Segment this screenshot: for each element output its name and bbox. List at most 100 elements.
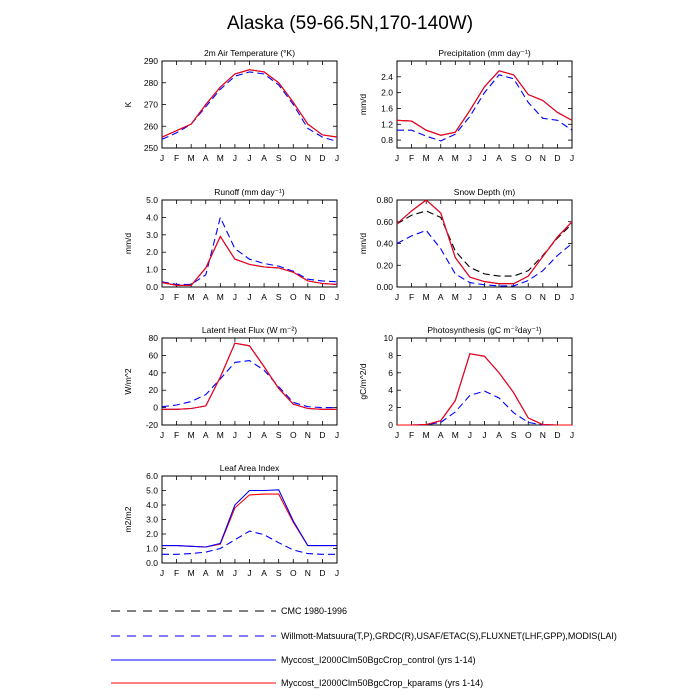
y-tick-label: 3.0 <box>146 230 158 240</box>
y-tick-label: 0.00 <box>376 282 393 292</box>
series-line-obs <box>161 71 338 143</box>
legend-item-cmc: CMC 1980-1996 <box>111 606 347 616</box>
series-line-control <box>162 489 337 548</box>
y-tick-label: 4 <box>388 385 393 395</box>
x-tick-label: F <box>409 292 414 302</box>
x-tick-label: J <box>335 430 339 440</box>
series-line-kparams <box>161 69 338 138</box>
x-tick-label: M <box>452 292 459 302</box>
main-title: Alaska (59-66.5N,170-140W) <box>227 13 473 34</box>
x-tick-label: F <box>174 430 179 440</box>
x-tick-label: S <box>276 292 282 302</box>
plot-frame <box>396 337 573 426</box>
series-line-control <box>162 342 337 410</box>
x-tick-label: A <box>496 430 502 440</box>
x-tick-label: J <box>335 153 339 163</box>
y-tick-label: -20 <box>146 420 159 430</box>
panel-title: Photosynthesis (gC m⁻²day⁻¹) <box>427 325 541 335</box>
x-tick-label: J <box>468 153 472 163</box>
y-tick-label: 1.2 <box>381 119 393 129</box>
panel-title: Runoff (mm day⁻¹) <box>214 187 285 197</box>
x-tick-label: F <box>174 292 179 302</box>
series-line-control <box>161 69 338 138</box>
y-tick-label: 8 <box>388 350 393 360</box>
x-tick-label: A <box>203 568 209 578</box>
panel-air-temp: 2m Air Temperature (°K) K 250 260 270 280 290 J… <box>123 48 339 163</box>
series-line-kparams <box>396 70 573 136</box>
legend-label: Myccost_I2000Clm50BgcCrop_control (yrs 1… <box>281 655 476 665</box>
x-tick-label: S <box>511 153 517 163</box>
y-tick-label: 2.0 <box>146 529 158 539</box>
x-tick-label: M <box>423 430 430 440</box>
x-tick-label: A <box>496 292 502 302</box>
x-tick-label: N <box>305 430 311 440</box>
x-tick-label: J <box>160 292 164 302</box>
series-line-obs <box>397 74 573 142</box>
panels: 2m Air Temperature (°K)K250260270280290J… <box>123 48 574 578</box>
legend-item-obs: Willmott-Matsuura(T,P),GRDC(R),USAF/ETAC… <box>111 631 617 641</box>
y-tick-label: 2 <box>388 403 393 413</box>
plot-frame <box>161 475 338 564</box>
y-tick-label: 6 <box>388 368 393 378</box>
legend-label: Willmott-Matsuura(T,P),GRDC(R),USAF/ETAC… <box>281 631 617 641</box>
x-tick-label: D <box>554 153 560 163</box>
series-line-cmc <box>396 210 573 277</box>
x-tick-label: J <box>233 430 237 440</box>
y-tick-label: 4.0 <box>146 500 158 510</box>
x-tick-label: J <box>482 292 486 302</box>
panel-runoff: Runoff (mm day⁻¹) mm/d 0.0 1.0 2.0 3.0 4.0 5.0 J… <box>123 187 339 302</box>
x-tick-label: M <box>217 430 224 440</box>
x-tick-label: J <box>335 292 339 302</box>
legend-label: CMC 1980-1996 <box>281 606 347 616</box>
x-tick-label: O <box>525 153 532 163</box>
y-tick-label: 290 <box>144 56 158 66</box>
y-tick-label: 5.0 <box>146 486 158 496</box>
x-tick-label: A <box>496 153 502 163</box>
x-tick-label: F <box>409 153 414 163</box>
x-tick-label: D <box>319 153 325 163</box>
x-tick-label: A <box>203 430 209 440</box>
x-tick-label: N <box>305 292 311 302</box>
x-tick-label: J <box>247 153 251 163</box>
y-axis-label: W/m^2 <box>123 368 133 394</box>
plot-frame <box>161 337 338 426</box>
y-tick-label: 5.0 <box>146 195 158 205</box>
panel-title: Leaf Area Index <box>220 463 280 473</box>
x-tick-label: J <box>160 430 164 440</box>
x-tick-label: J <box>233 153 237 163</box>
series-line-kparams <box>161 235 338 286</box>
x-tick-label: M <box>452 153 459 163</box>
x-tick-label: A <box>261 430 267 440</box>
legend: CMC 1980-1996 Willmott-Matsuura(T,P),GRDC… <box>111 606 617 688</box>
panel-latent-heat: Latent Heat Flux (W m⁻²) W/m^2 -20 0 20 40 60 8… <box>123 325 339 440</box>
y-axis-label: K <box>123 101 133 107</box>
y-tick-label: 0.80 <box>376 195 393 205</box>
x-tick-label: J <box>160 568 164 578</box>
x-tick-label: J <box>570 153 574 163</box>
x-tick-label: O <box>290 430 297 440</box>
x-tick-label: D <box>554 292 560 302</box>
x-tick-label: S <box>276 568 282 578</box>
x-tick-label: F <box>409 430 414 440</box>
series-line-obs <box>161 215 338 285</box>
x-tick-label: D <box>319 292 325 302</box>
panel-title: Precipitation (mm day⁻¹) <box>438 48 531 58</box>
x-tick-label: F <box>174 568 179 578</box>
panel-lai: Leaf Area Index m2/m2 0.0 1.0 2.0 3.0 4.0 5.0 6.… <box>123 463 339 578</box>
y-tick-label: 1.6 <box>381 103 393 113</box>
series-line-kparams <box>396 199 573 285</box>
y-tick-label: 0.20 <box>376 260 393 270</box>
x-tick-label: A <box>438 153 444 163</box>
panel-title: Latent Heat Flux (W m⁻²) <box>202 325 297 335</box>
y-tick-label: 80 <box>149 333 159 343</box>
panel-precip: Precipitation (mm day⁻¹) mm/d 0.8 1.2 1.6 2.0… <box>358 48 574 163</box>
x-tick-label: F <box>174 153 179 163</box>
x-tick-label: N <box>540 153 546 163</box>
x-tick-label: S <box>276 430 282 440</box>
x-tick-label: M <box>423 292 430 302</box>
x-tick-label: D <box>319 568 325 578</box>
y-tick-label: 1.0 <box>146 265 158 275</box>
y-tick-label: 20 <box>149 385 159 395</box>
x-tick-label: J <box>160 153 164 163</box>
